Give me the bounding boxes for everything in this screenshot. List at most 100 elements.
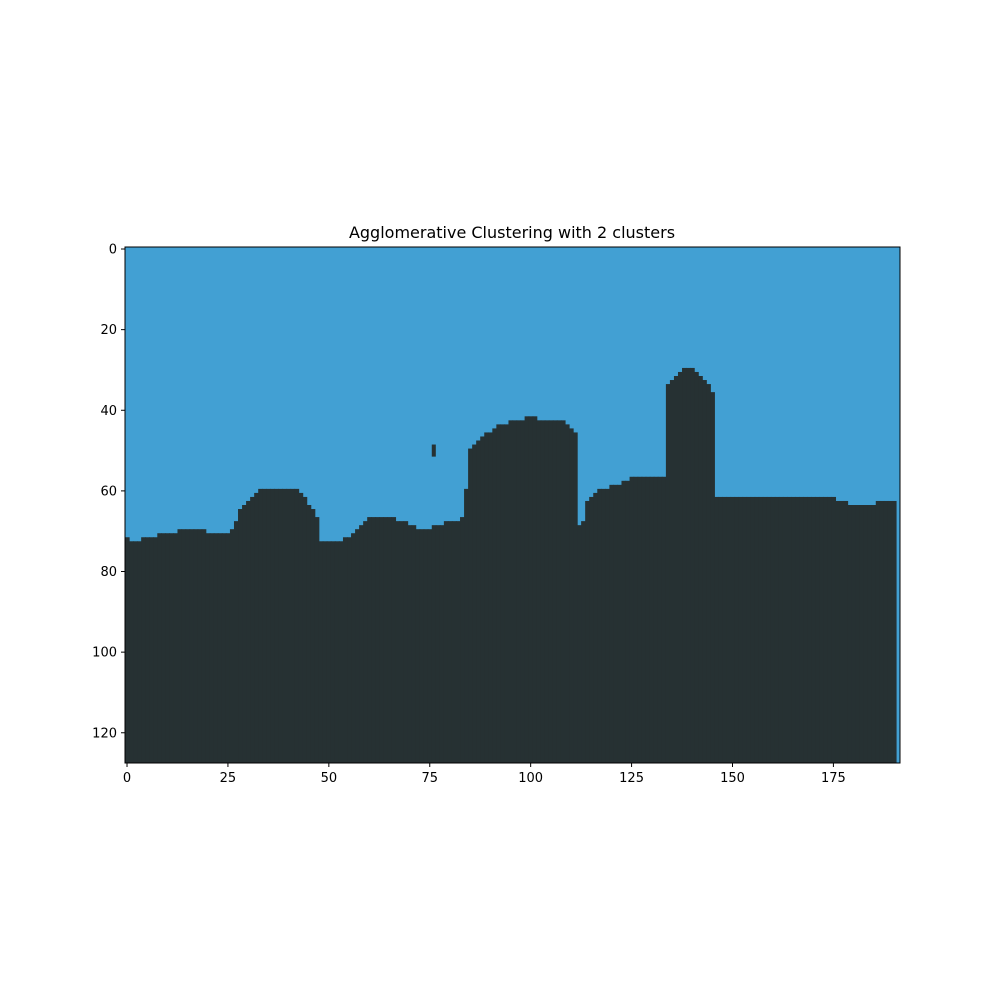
cluster-1-column: [714, 496, 719, 763]
cluster-1-column: [266, 488, 271, 764]
plot-frame: [124, 246, 901, 764]
cluster-1-column: [270, 488, 275, 764]
cluster-1-column: [556, 420, 562, 763]
cluster-1-column: [593, 492, 598, 763]
cluster-1-column: [435, 525, 441, 763]
y-tick-label: 120: [92, 726, 117, 741]
cluster-1-column: [282, 488, 288, 764]
cluster-1-column: [750, 496, 756, 763]
cluster-1-column: [516, 420, 522, 763]
cluster-1-column: [827, 496, 832, 763]
cluster-1-column: [698, 376, 703, 763]
cluster-1-column: [710, 392, 715, 764]
cluster-1-column: [161, 533, 166, 763]
cluster-1-column: [843, 500, 849, 763]
cluster-1-column: [173, 533, 179, 763]
cluster-1-column: [403, 521, 409, 764]
cluster-1-column: [803, 496, 808, 763]
cluster-1-column: [762, 496, 768, 763]
cluster-1-column: [653, 476, 659, 763]
cluster-1-column: [290, 488, 296, 764]
cluster-1-column: [451, 521, 457, 764]
cluster-1-column: [758, 496, 764, 763]
cluster-1-column: [581, 521, 586, 764]
cluster-image: [125, 247, 900, 764]
cluster-1-column: [601, 488, 606, 764]
x-tick-label: 175: [821, 771, 846, 786]
cluster-1-column: [573, 432, 578, 763]
cluster-1-column: [883, 500, 889, 763]
cluster-1-column: [363, 521, 368, 764]
cluster-1-column: [455, 521, 461, 764]
cluster-1-column: [778, 496, 784, 763]
cluster-1-column: [536, 420, 542, 763]
cluster-1-column: [185, 529, 191, 763]
x-tick-label: 75: [421, 771, 438, 786]
cluster-1-column: [407, 525, 413, 763]
y-tick-label: 20: [100, 323, 117, 338]
cluster-1-column: [395, 521, 401, 764]
cluster-1-column: [589, 496, 594, 763]
cluster-1-column: [246, 500, 251, 763]
cluster-1-column: [577, 525, 582, 763]
cluster-1-column: [141, 537, 146, 763]
cluster-1-column: [274, 488, 279, 764]
cluster-1-column: [508, 420, 514, 763]
cluster-1-column: [855, 505, 861, 763]
cluster-1-column: [718, 496, 723, 763]
cluster-1-column: [726, 496, 732, 763]
cluster-1-column: [371, 517, 376, 763]
cluster-1-column: [468, 448, 473, 763]
cluster-1-column: [657, 476, 663, 763]
cluster-1-column: [314, 517, 320, 763]
cluster-1-column: [197, 529, 203, 763]
cluster-1-column: [387, 517, 393, 763]
cluster-1-column: [447, 521, 453, 764]
cluster-1-column: [786, 496, 792, 763]
cluster-1-column: [334, 541, 340, 763]
cluster-1-column: [617, 484, 623, 763]
cluster-1-column: [242, 505, 247, 763]
cluster-1-column: [540, 420, 546, 763]
cluster-1-column: [585, 500, 590, 763]
cluster-1-column: [318, 541, 324, 763]
cluster-1-column: [165, 533, 170, 763]
chart-title: Agglomerative Clustering with 2 clusters: [349, 223, 675, 242]
cluster-1-column: [258, 488, 263, 764]
cluster-1-column: [439, 525, 445, 763]
cluster-1-column: [791, 496, 796, 763]
cluster-1-column: [488, 432, 493, 763]
y-tick-label: 60: [100, 484, 117, 499]
cluster-1-column: [294, 488, 300, 764]
cluster-1-column: [839, 500, 845, 763]
cluster-1-column: [504, 424, 510, 764]
cluster-1-column: [427, 529, 433, 763]
cluster-1-column: [863, 505, 869, 763]
cluster-1-column: [431, 525, 437, 763]
cluster-1-column: [815, 496, 820, 763]
cluster-1-column: [464, 488, 469, 764]
cluster-1-column: [807, 496, 812, 763]
cluster-1-column: [795, 496, 800, 763]
cluster-1-column: [625, 480, 631, 763]
cluster-1-column: [225, 533, 231, 763]
cluster-1-column: [799, 496, 804, 763]
cluster-1-column: [831, 496, 837, 763]
cluster-1-column: [706, 384, 711, 763]
cluster-1-column: [169, 533, 175, 763]
cluster-1-column: [544, 420, 550, 763]
cluster-1-column: [492, 428, 497, 763]
cluster-1-column: [229, 529, 235, 763]
cluster-1-column: [391, 517, 397, 763]
cluster-1-column: [661, 476, 667, 763]
cluster-1-column: [694, 371, 699, 763]
cluster-1-column: [149, 537, 154, 763]
y-tick-label: 40: [100, 404, 117, 419]
cluster-1-column: [221, 533, 227, 763]
cluster-1-column: [238, 509, 243, 763]
cluster-1-column: [512, 420, 518, 763]
cluster-1-column: [286, 488, 292, 764]
cluster-1-column: [310, 509, 316, 763]
cluster-1-column: [367, 517, 372, 763]
